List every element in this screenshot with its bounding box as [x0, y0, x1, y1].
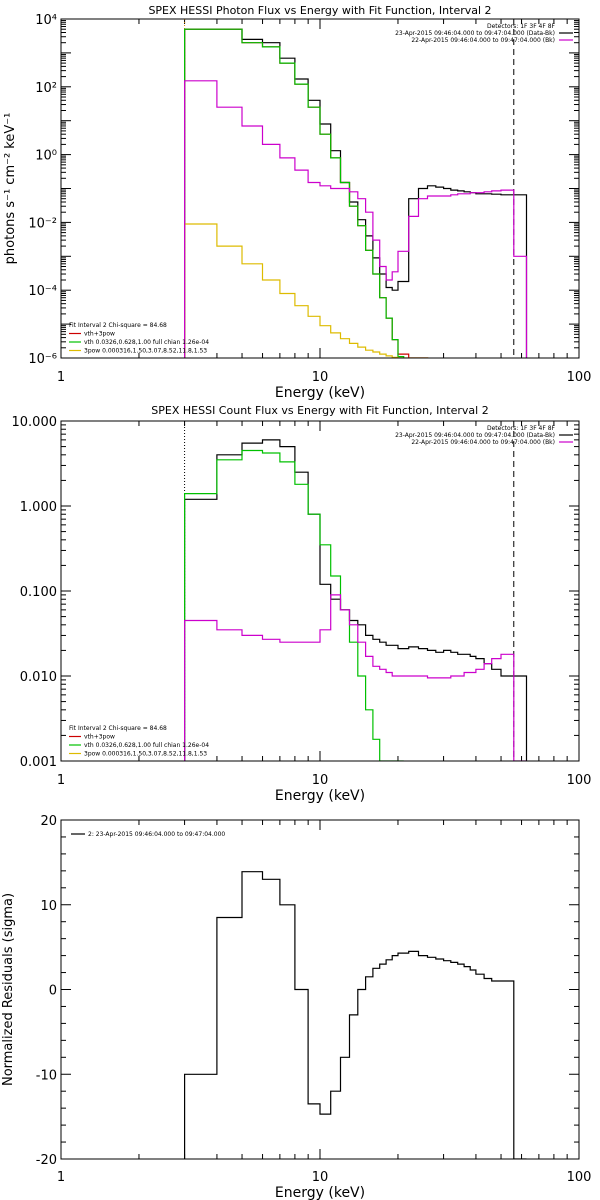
y-tick-label: 10²	[35, 81, 57, 96]
y-axis-label: Normalized Residuals (sigma)	[1, 893, 16, 1086]
plot-frame	[60, 819, 580, 1160]
y-tick-label: 10⁴	[35, 13, 57, 28]
y-tick-label: 0.010	[20, 670, 57, 685]
series-4-line	[184, 223, 429, 358]
series-1-line	[184, 871, 527, 1159]
legend-entry: 3pow 0.000316,1.50,3.07,8.52,11.8,1.53	[84, 751, 207, 758]
chart-panel-2: SPEX HESSI Count Flux vs Energy with Fit…	[12, 404, 592, 804]
plot-frame	[60, 18, 580, 359]
chart-title: SPEX HESSI Photon Flux vs Energy with Fi…	[148, 4, 491, 17]
legend-entry: Detectors: 1F 3F 4F 8F	[487, 23, 556, 30]
legend-entry: vth+3pow	[84, 734, 115, 741]
x-axis-label: Energy (keV)	[275, 1185, 365, 1200]
y-tick-label: 10	[40, 899, 57, 914]
y-tick-label: 10⁻⁴	[28, 284, 57, 299]
legend-entry: vth+3pow	[84, 331, 115, 338]
legend-entry: 3pow 0.000316,1.50,3.07,8.52,11.8,1.53	[84, 348, 207, 355]
x-tick-label: 1	[57, 773, 65, 788]
legend-entry: Detectors: 1F 3F 4F 8F	[487, 425, 556, 432]
y-tick-label: 0.100	[20, 585, 57, 600]
series-3-line	[184, 594, 527, 761]
x-tick-label: 100	[567, 370, 592, 385]
y-tick-label: 20	[40, 814, 57, 829]
axis-ticks	[60, 18, 580, 359]
series-1-line	[184, 28, 528, 358]
legend-entry: Fit Interval 2 Chi-square = 84.68	[69, 322, 167, 329]
chart-panel-3: 1 10 100 -20 -10 0 10 20 Energy (keV) Normalized …	[1, 814, 591, 1200]
y-tick-label: 10⁻⁶	[28, 352, 57, 367]
legend-entry: 23-Apr-2015 09:46:04.000 to 09:47:04.000…	[395, 30, 555, 37]
y-tick-label: 10⁰	[35, 149, 57, 164]
y-tick-label: -10	[36, 1068, 57, 1083]
x-tick-label: 10	[312, 370, 329, 385]
y-tick-label: 10.000	[12, 415, 58, 430]
series-3-line	[184, 28, 405, 358]
y-tick-label: -20	[36, 1153, 57, 1168]
chart-title: SPEX HESSI Count Flux vs Energy with Fit…	[151, 404, 488, 417]
series-1-line	[184, 439, 528, 761]
axis-ticks	[60, 420, 580, 762]
legend-entry: vth 0.0326,0.628,1.00 full chian 1.26e-0…	[84, 339, 209, 346]
plot-frame	[60, 420, 580, 762]
series-5-line	[184, 80, 528, 358]
y-tick-label: 0	[49, 984, 57, 999]
x-axis-label: Energy (keV)	[275, 385, 365, 401]
x-tick-label: 100	[567, 1170, 592, 1185]
x-axis-label: Energy (keV)	[275, 788, 365, 804]
x-tick-label: 10	[312, 773, 329, 788]
legend-entry: 22-Apr-2015 09:46:04.000 to 09:47:04.000…	[411, 37, 555, 44]
legend-entry: 22-Apr-2015 09:46:04.000 to 09:47:04.000…	[411, 439, 555, 446]
legend-entry: 2: 23-Apr-2015 09:46:04.000 to 09:47:04.…	[88, 831, 225, 838]
y-tick-label: 1.000	[20, 500, 57, 515]
x-tick-label: 10	[312, 1170, 329, 1185]
chart-panel-1: SPEX HESSI Photon Flux vs Energy with Fi…	[3, 4, 591, 401]
legend-entry: Fit Interval 2 Chi-square = 84.68	[69, 725, 167, 732]
y-tick-label: 10⁻²	[28, 216, 57, 231]
legend-entry: 23-Apr-2015 09:46:04.000 to 09:47:04.000…	[395, 432, 555, 439]
x-tick-label: 1	[57, 370, 65, 385]
y-axis-label: photons s⁻¹ cm⁻² keV⁻¹	[3, 113, 18, 265]
x-tick-label: 100	[567, 773, 592, 788]
x-tick-label: 1	[57, 1170, 65, 1185]
y-tick-label: 0.001	[20, 755, 57, 770]
legend-entry: vth 0.0326,0.628,1.00 full chian 1.26e-0…	[84, 742, 209, 749]
series-2-line	[184, 449, 404, 761]
